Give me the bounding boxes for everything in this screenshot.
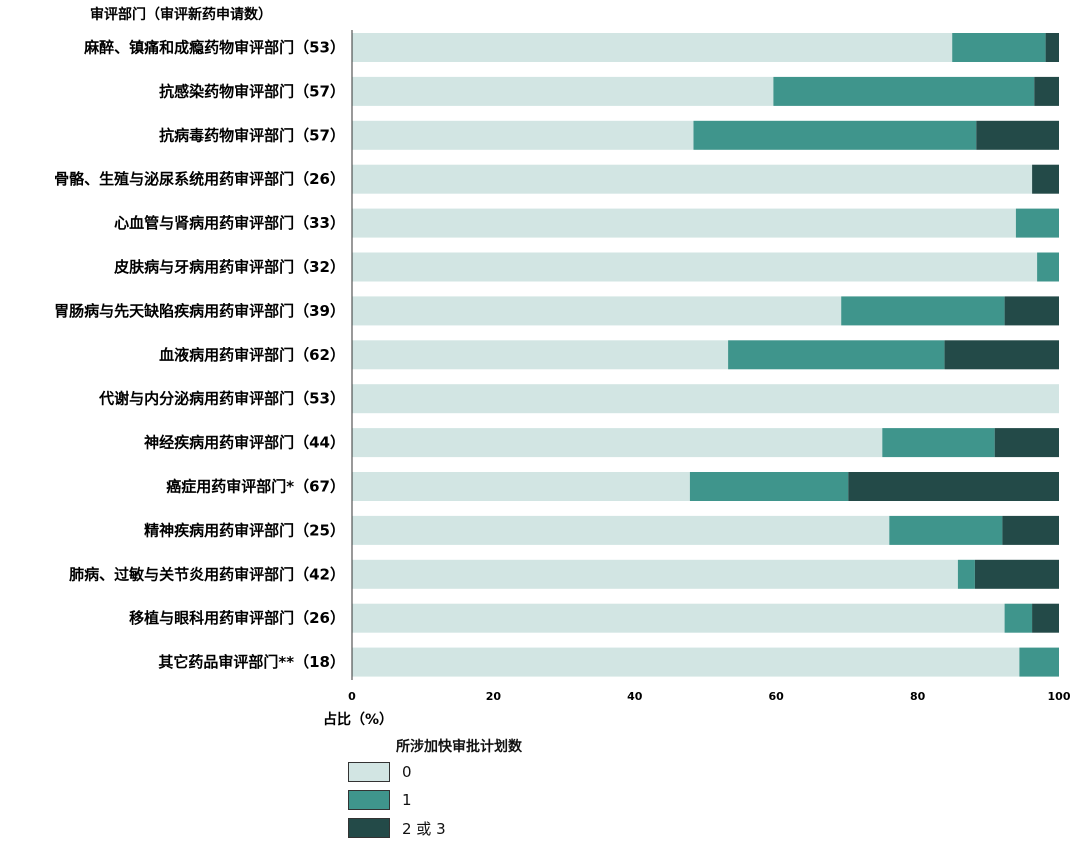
y-tick-label: 抗病毒药物审评部门（57） (159, 126, 345, 144)
bar-segment-6-2 (1004, 296, 1059, 326)
legend-item-1: 1 (348, 786, 522, 814)
bar-segment-3-2 (1032, 164, 1059, 194)
bar-segment-10-2 (848, 472, 1059, 501)
bar-segment-14-0 (352, 647, 1020, 677)
bar-segment-2-2 (976, 120, 1059, 150)
legend-swatch-0 (348, 762, 390, 782)
y-tick-label: 神经疾病用药审评部门（44） (144, 434, 345, 452)
legend-label-0: 0 (402, 763, 412, 781)
bars-layer (352, 33, 1059, 677)
y-tick-label: 精神疾病用药审评部门（25） (144, 521, 345, 539)
y-tick-label: 其它药品审评部门**（18） (158, 653, 345, 671)
y-tick-label: 代谢与内分泌病用药审评部门（53） (98, 390, 345, 408)
legend-title: 所涉加快审批计划数 (396, 739, 522, 755)
bar-segment-1-1 (773, 76, 1035, 106)
chart-title: 审评部门（审评新药申请数） (90, 6, 272, 23)
bar-segment-5-0 (352, 252, 1038, 282)
bar-segment-2-1 (693, 120, 977, 150)
y-axis-labels: 麻醉、镇痛和成瘾药物审评部门（53） 抗感染药物审评部门（57） 抗病毒药物审评部门… (54, 39, 345, 672)
bar-segment-11-2 (1002, 515, 1059, 545)
y-tick-label: 癌症用药审评部门*（67） (166, 478, 345, 496)
bar-segment-3-0 (352, 164, 1033, 194)
bar-segment-9-1 (882, 428, 995, 458)
x-tick-label: 100 (1048, 690, 1071, 703)
legend-label-2: 2 或 3 (402, 819, 446, 838)
bar-segment-7-0 (352, 340, 729, 370)
y-tick-label: 血液病用药审评部门（62） (159, 346, 345, 364)
legend-swatch-2 (348, 818, 390, 838)
x-tick-label: 60 (769, 690, 785, 703)
bar-segment-0-1 (952, 33, 1046, 62)
x-tick-label: 0 (348, 690, 356, 703)
y-tick-label: 麻醉、镇痛和成瘾药物审评部门（53） (83, 39, 345, 57)
y-tick-label: 抗感染药物审评部门（57） (159, 82, 345, 100)
y-tick-label: 心血管与肾病用药审评部门（33） (114, 214, 345, 232)
bar-segment-2-0 (352, 120, 694, 150)
bar-segment-12-0 (352, 559, 958, 589)
bar-segment-11-0 (352, 515, 890, 545)
legend-label-1: 1 (402, 791, 412, 809)
y-tick-label: 移植与眼科用药审评部门（26） (129, 609, 345, 627)
bar-segment-11-1 (889, 515, 1003, 545)
bar-segment-1-0 (352, 76, 774, 106)
bar-segment-13-0 (352, 603, 1005, 633)
bar-segment-4-0 (352, 208, 1016, 238)
legend-item-0: 0 (348, 758, 522, 786)
bar-segment-7-1 (728, 340, 945, 370)
x-tick-label: 20 (486, 690, 502, 703)
y-tick-label: 肺病、过敏与关节炎用药审评部门（42） (69, 565, 345, 583)
legend: 所涉加快审批计划数 0 1 2 或 3 (348, 736, 522, 842)
bar-segment-4-1 (1015, 208, 1059, 238)
bar-segment-6-0 (352, 296, 842, 326)
bar-segment-10-0 (352, 472, 690, 501)
legend-swatch-1 (348, 790, 390, 810)
bar-segment-7-2 (944, 340, 1059, 370)
x-tick-label: 80 (910, 690, 926, 703)
bar-segment-0-2 (1045, 33, 1059, 62)
bar-segment-9-0 (352, 428, 883, 458)
bar-segment-13-1 (1004, 603, 1033, 633)
bar-segment-9-2 (994, 428, 1059, 458)
y-tick-label: 骨骼、生殖与泌尿系统用药审评部门（26） (54, 170, 345, 188)
bar-segment-0-0 (352, 33, 953, 62)
x-tick-label: 40 (627, 690, 643, 703)
bar-segment-6-1 (841, 296, 1005, 326)
bar-segment-12-1 (957, 559, 975, 589)
bar-segment-5-1 (1037, 252, 1059, 282)
bar-segment-12-2 (974, 559, 1059, 589)
y-tick-label: 皮肤病与牙病用药审评部门（32） (114, 258, 345, 276)
x-axis-title: 占比（%） (323, 711, 393, 728)
bar-segment-8-0 (352, 384, 1059, 414)
bar-segment-13-2 (1032, 603, 1059, 633)
y-tick-label: 胃肠病与先天缺陷疾病用药审评部门（39） (54, 302, 345, 320)
bar-segment-10-1 (689, 472, 849, 501)
legend-item-2: 2 或 3 (348, 814, 522, 842)
x-axis-ticks: 0 20 40 60 80 100 (348, 690, 1071, 703)
bar-segment-1-2 (1034, 76, 1059, 106)
bar-segment-14-1 (1019, 647, 1059, 677)
